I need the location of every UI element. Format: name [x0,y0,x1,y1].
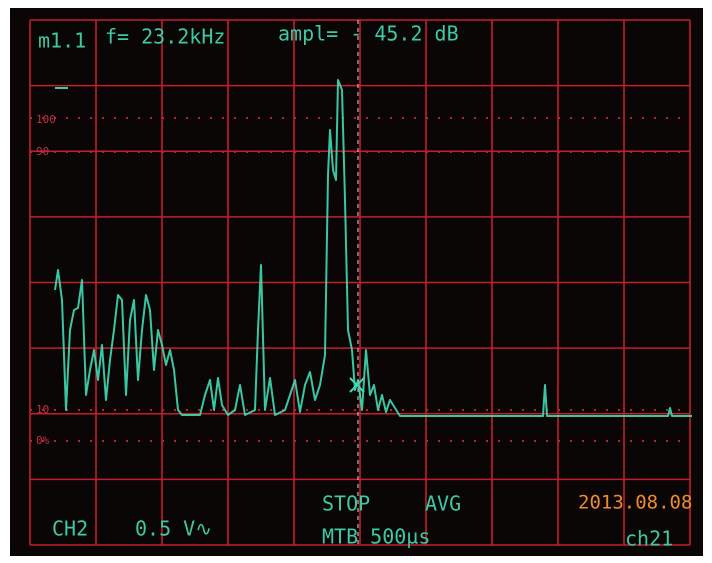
marker-label: m1.1 [38,29,86,53]
scale-label: 100 [36,113,56,126]
run-state: STOP [322,492,370,516]
page: {"readout": {"marker": "m1.1", "frequenc… [0,0,712,563]
scale-label: 0% [36,434,50,447]
channel-scale: 0.5 V∿ [135,517,212,541]
scale-label: 10 [36,403,49,416]
timebase: MTB 500µs [322,525,430,549]
amplitude-readout: ampl= - 45.2 dB [278,22,459,46]
scale-label: 90 [36,145,49,158]
oscilloscope-photo: m1.1 f= 23.2kHz ampl= - 45.2 dB 100 90 1… [0,0,712,563]
channel-name: CH2 [52,517,88,541]
photo-date: 2013.08.08 [578,492,692,514]
frequency-readout: f= 23.2kHz [105,25,225,49]
acquisition-mode: AVG [425,492,461,516]
screen-label: ch21 [625,527,673,551]
